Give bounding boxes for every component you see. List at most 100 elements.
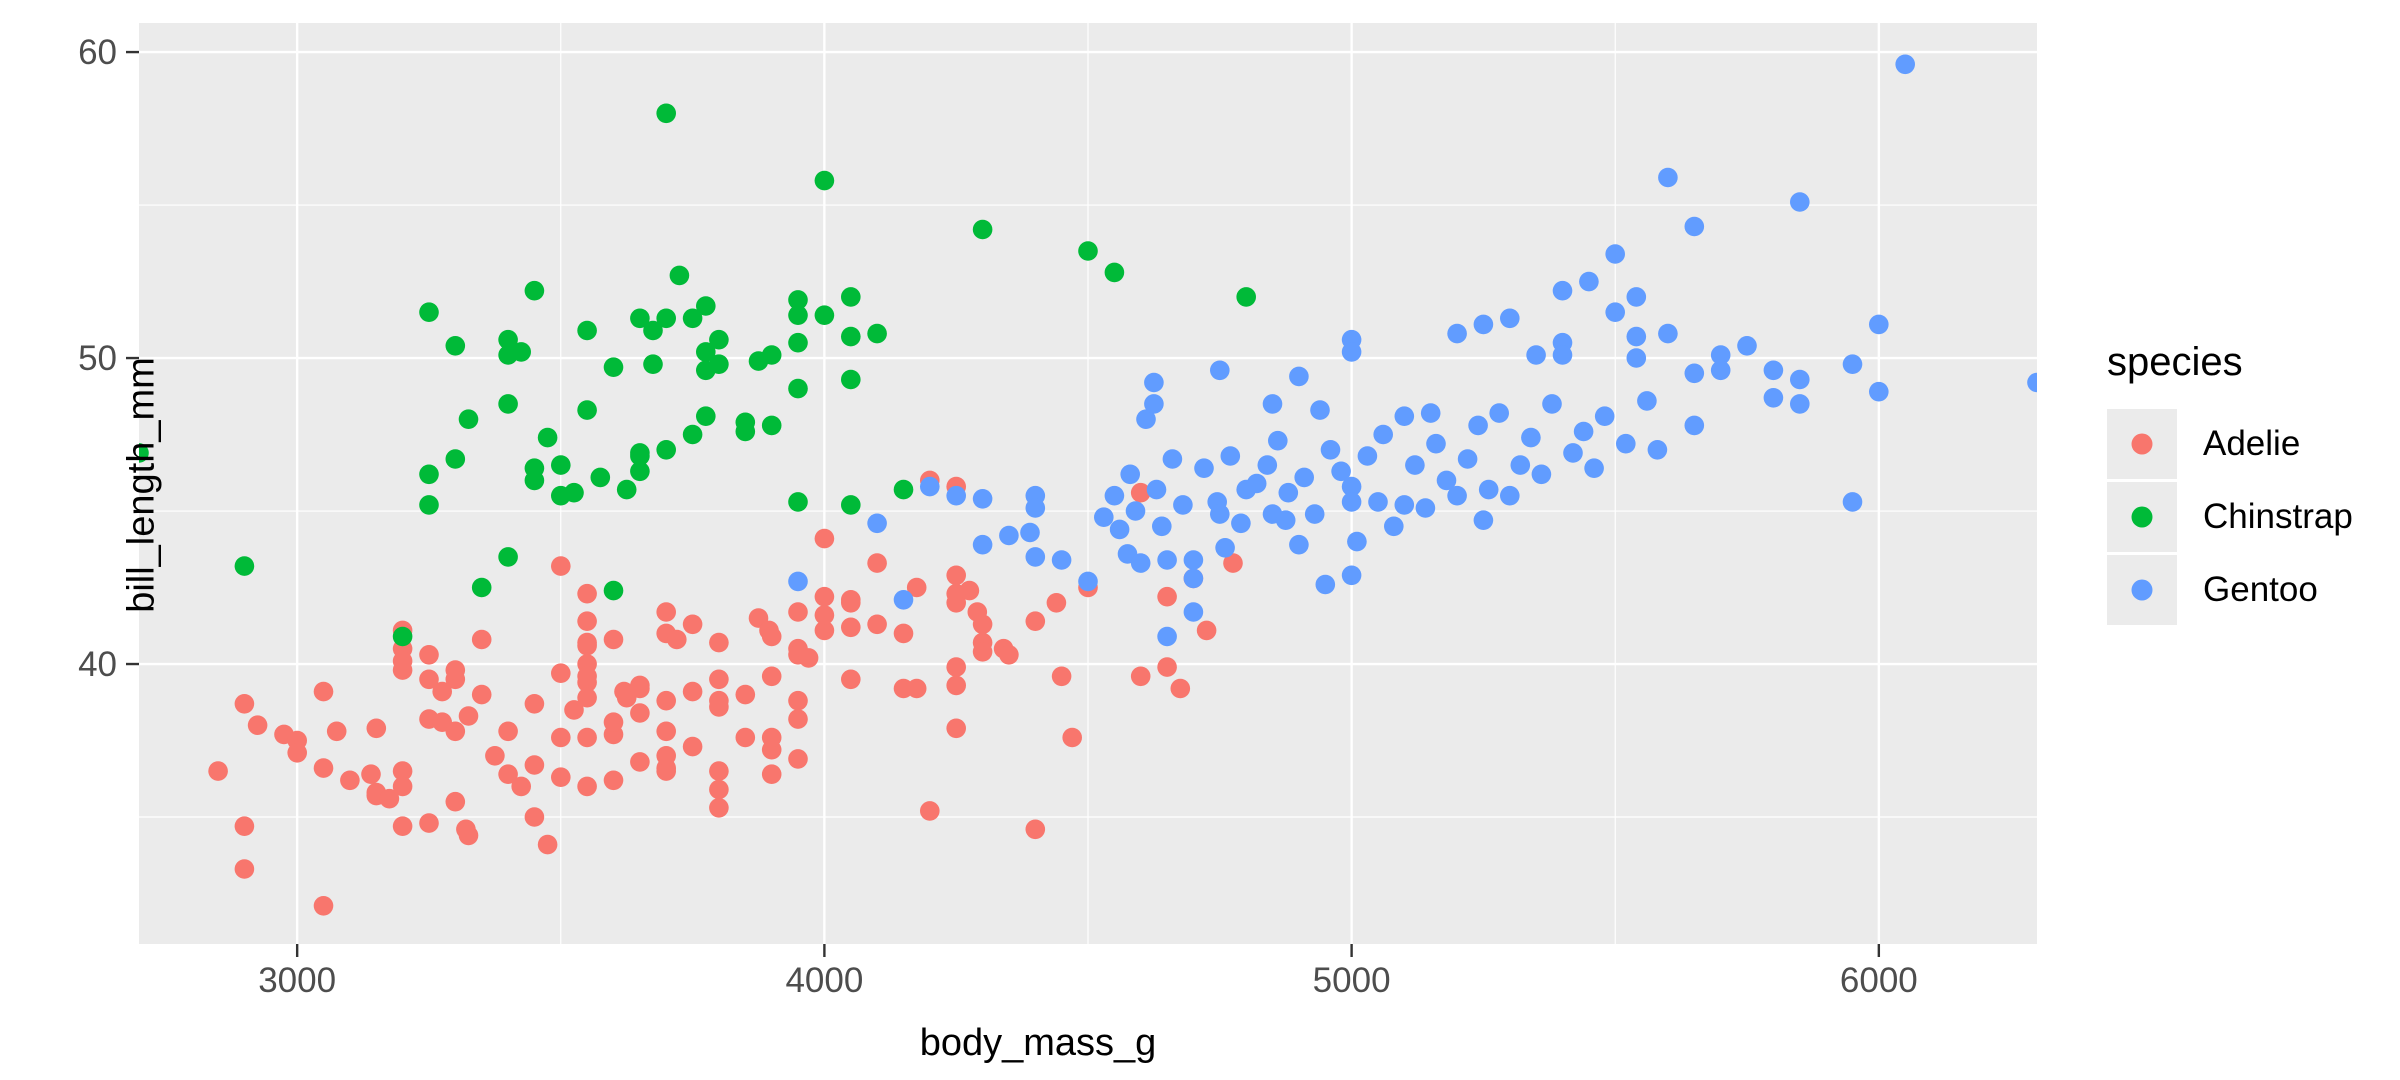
data-point-gentoo: [1373, 424, 1393, 445]
data-point-gentoo: [1763, 388, 1784, 408]
data-point-adelie: [709, 761, 729, 781]
data-point-gentoo: [1510, 455, 1531, 475]
data-point-adelie: [1046, 593, 1067, 613]
data-point-gentoo: [1120, 464, 1140, 485]
data-point-chinstrap: [577, 320, 597, 341]
data-point-gentoo: [1146, 479, 1167, 500]
x-tick-label: 5000: [1313, 961, 1391, 1000]
data-point-chinstrap: [696, 296, 716, 316]
data-point-adelie: [761, 666, 782, 687]
data-point-gentoo: [1405, 455, 1425, 475]
data-point-gentoo: [1605, 302, 1625, 323]
data-point-chinstrap: [630, 443, 650, 463]
data-point-gentoo: [1478, 479, 1499, 500]
data-point-chinstrap: [735, 421, 756, 442]
data-point-chinstrap: [841, 326, 861, 347]
data-point-adelie: [867, 553, 887, 573]
data-point-chinstrap: [603, 580, 624, 601]
data-point-chinstrap: [524, 470, 545, 491]
data-point-adelie: [458, 825, 479, 846]
data-point-adelie: [667, 629, 687, 650]
data-point-chinstrap: [471, 577, 492, 598]
data-point-gentoo: [1684, 415, 1705, 436]
data-point-adelie: [366, 718, 387, 739]
data-point-chinstrap: [972, 219, 993, 240]
legend-items: Adelie Chinstrap Gentoo: [2107, 409, 2353, 625]
data-point-gentoo: [1500, 485, 1520, 506]
data-point-gentoo: [1436, 470, 1457, 491]
data-point-adelie: [313, 896, 334, 916]
data-point-chinstrap: [577, 400, 597, 420]
data-point-adelie: [577, 666, 597, 687]
legend: species Adelie Chinstrap Gentoo: [2107, 340, 2353, 628]
data-point-adelie: [419, 645, 439, 665]
legend-key-swatch: [2107, 482, 2177, 552]
data-point-adelie: [867, 614, 887, 635]
data-point-adelie: [392, 816, 413, 836]
data-point-gentoo: [1500, 308, 1520, 329]
data-point-gentoo: [1341, 492, 1362, 512]
data-point-gentoo: [1136, 409, 1156, 430]
data-point-adelie: [735, 727, 756, 748]
data-point-adelie: [630, 752, 650, 772]
data-point-chinstrap: [656, 308, 676, 329]
data-point-adelie: [814, 605, 835, 625]
y-tick-label: 40: [78, 645, 117, 684]
data-point-gentoo: [946, 485, 966, 506]
data-point-adelie: [577, 687, 597, 708]
data-point-adelie: [1130, 666, 1151, 687]
data-point-adelie: [1196, 620, 1217, 641]
x-tick-label: 3000: [258, 961, 336, 1000]
data-point-adelie: [614, 681, 634, 702]
data-point-gentoo: [1310, 400, 1330, 420]
data-point-gentoo: [1521, 427, 1541, 448]
data-point-chinstrap: [511, 342, 531, 362]
data-point-gentoo: [1790, 394, 1810, 414]
data-point-gentoo: [1658, 167, 1678, 188]
data-point-gentoo: [1368, 492, 1388, 512]
data-point-adelie: [551, 556, 571, 576]
legend-key-swatch: [2107, 555, 2177, 625]
data-point-chinstrap: [682, 424, 703, 445]
data-point-adelie: [1025, 819, 1046, 840]
data-point-chinstrap: [551, 455, 571, 475]
data-point-adelie: [247, 715, 268, 735]
data-point-adelie: [313, 681, 334, 702]
data-point-gentoo: [1183, 568, 1204, 589]
data-point-gentoo: [1447, 323, 1467, 344]
data-point-adelie: [630, 678, 650, 699]
data-point-gentoo: [1215, 538, 1235, 558]
data-point-chinstrap: [630, 461, 650, 482]
data-point-adelie: [656, 761, 676, 781]
data-point-adelie: [379, 788, 400, 809]
data-point-adelie: [946, 675, 966, 696]
data-point-gentoo: [1790, 192, 1810, 212]
data-point-adelie: [445, 791, 466, 812]
data-point-chinstrap: [445, 449, 466, 469]
data-point-adelie: [814, 586, 835, 607]
data-point-adelie: [1062, 727, 1082, 748]
data-point-gentoo: [1626, 348, 1647, 368]
data-point-chinstrap: [814, 170, 835, 191]
data-point-adelie: [511, 776, 531, 797]
data-point-adelie: [392, 776, 413, 797]
data-point-gentoo: [1173, 495, 1193, 515]
data-point-chinstrap: [682, 308, 703, 329]
data-point-chinstrap: [445, 336, 466, 356]
data-point-adelie: [682, 614, 703, 635]
data-point-adelie: [709, 798, 729, 818]
data-point-adelie: [972, 614, 993, 635]
data-point-chinstrap: [564, 482, 584, 503]
data-point-gentoo: [1626, 287, 1647, 307]
data-point-adelie: [814, 528, 835, 549]
data-point-chinstrap: [788, 290, 808, 310]
data-point-gentoo: [1020, 522, 1040, 543]
data-point-gentoo: [1051, 550, 1072, 570]
data-point-chinstrap: [524, 280, 545, 301]
data-point-gentoo: [2027, 372, 2037, 393]
data-point-gentoo: [1331, 461, 1351, 482]
legend-key-swatch: [2107, 409, 2177, 479]
data-point-gentoo: [1341, 342, 1362, 362]
data-point-gentoo: [1594, 406, 1615, 427]
